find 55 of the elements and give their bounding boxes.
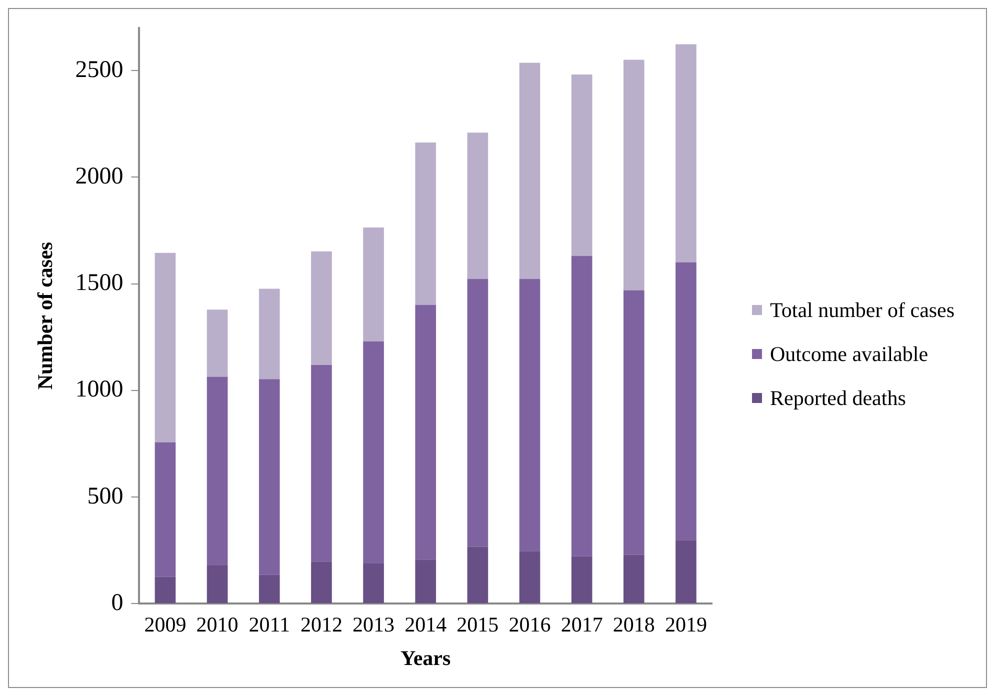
- y-tick-label: 2000: [75, 164, 124, 190]
- bar: [363, 228, 384, 342]
- bar: [676, 262, 696, 540]
- x-tick-label: 2013: [352, 612, 395, 637]
- bar: [415, 304, 436, 560]
- y-axis-title: Number of cases: [33, 242, 58, 390]
- bar: [363, 564, 384, 604]
- x-tick-label: 2010: [196, 612, 238, 637]
- bar: [467, 278, 488, 547]
- bar: [623, 554, 644, 604]
- bar: [519, 62, 540, 279]
- x-tick-label: 2019: [664, 612, 707, 637]
- bar: [415, 142, 436, 305]
- x-tick-label: 2018: [612, 612, 655, 637]
- bar: [311, 562, 332, 604]
- bar: [206, 310, 228, 377]
- bar: [311, 365, 332, 562]
- x-tick-label: 2009: [144, 612, 186, 637]
- x-tick-label: 2014: [404, 612, 448, 637]
- bar: [311, 251, 332, 366]
- bar: [206, 376, 228, 566]
- y-tick-label: 1500: [75, 270, 124, 296]
- bar: [623, 60, 644, 290]
- bar: [154, 252, 176, 442]
- bar: [154, 442, 176, 577]
- bar: [206, 565, 228, 604]
- bar: [571, 556, 592, 604]
- bar: [571, 74, 592, 256]
- x-axis-title: Years: [400, 646, 451, 670]
- bar: [467, 132, 488, 279]
- x-tick-label: 2017: [560, 612, 603, 637]
- bar: [415, 560, 436, 604]
- bar: [258, 379, 280, 575]
- bar: [571, 256, 592, 556]
- legend-label: Outcome available: [770, 342, 928, 366]
- legend-label: Reported deaths: [770, 386, 906, 410]
- y-tick-label: 0: [111, 590, 124, 616]
- y-tick-label: 1000: [75, 376, 124, 403]
- bar: [154, 576, 176, 604]
- bar: [676, 44, 696, 262]
- y-tick-label: 2500: [75, 56, 124, 83]
- bar: [519, 278, 540, 552]
- x-tick-label: 2011: [248, 612, 290, 637]
- bar: [258, 574, 280, 604]
- bar: [467, 546, 488, 604]
- x-tick-label: 2012: [300, 612, 342, 637]
- bar: [258, 288, 280, 380]
- y-tick-label: 500: [87, 483, 124, 510]
- x-tick-label: 2016: [508, 612, 551, 637]
- legend-label: Total number of cases: [770, 298, 955, 322]
- bar: [363, 341, 384, 564]
- x-tick-label: 2015: [456, 612, 499, 637]
- bar: [676, 540, 696, 604]
- bar: [519, 551, 540, 604]
- bar: [623, 290, 644, 555]
